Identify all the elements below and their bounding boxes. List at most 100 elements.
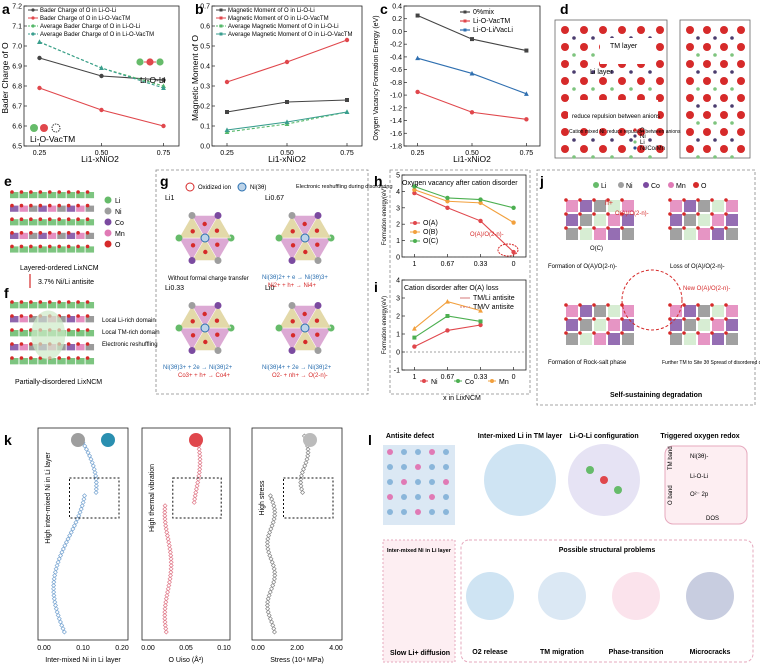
atom-dot [443,494,449,500]
data-point [268,556,274,562]
legend-label: Li [115,198,121,205]
polyhedron [670,200,682,212]
oxygen-atom [720,111,728,119]
y-tick-label: 7.1 [12,24,22,31]
panel-label-a: a [2,1,10,17]
data-point [511,220,516,225]
polyhedron [28,344,38,351]
oxygen-atom [686,111,694,119]
band-label: TM band [668,446,674,470]
panel-label-i: i [374,279,378,295]
legend-marker [219,24,223,28]
y-tick-label: -1.6 [390,131,402,138]
oxygen-atom [19,231,24,235]
y-tick-label: 6.6 [12,124,22,131]
atom-dot [415,464,421,470]
oxygen-atom [599,128,607,136]
legend-marker [693,182,699,188]
cation-atom [713,53,717,57]
oxygen-atom [66,300,71,304]
oxygen-atom [592,226,596,230]
oxygen-atom [618,77,626,85]
oxygen-atom [47,203,52,208]
oxygen-atom [686,43,694,51]
polyhedron [28,232,38,239]
y-tick-label: 1 [396,332,400,339]
oxygen-atom [696,317,700,321]
oxygen-atom [592,212,596,216]
polyhedron [594,228,606,240]
oxygen-atom [314,228,320,233]
legend-marker [456,379,460,383]
cation-mixed-note-2: reduce repulsion between anions [572,114,660,120]
polyhedron [684,333,696,345]
chart-frame [37,427,129,641]
panel-label-j: j [539,173,544,189]
oxygen-atom [703,77,711,85]
domain-note: Electronic reshuffling [102,342,158,348]
data-point [302,463,308,469]
polyhedron [622,214,634,226]
oxygen-atom [203,249,208,255]
polyhedron [76,316,85,323]
cation-atom [696,87,700,91]
oxygen-atom [29,190,33,194]
oxygen-icon [189,433,203,447]
series-line [39,87,164,127]
polyhedron [608,228,620,240]
polyhedron [594,333,606,345]
band-label: DOS [706,516,719,522]
cation-atom [610,87,614,91]
cation-atom [629,70,633,74]
problem-illustration [612,572,660,620]
oxygen-atom [85,190,90,194]
cation-atom [730,155,734,159]
data-point [59,549,65,555]
legend-label: Ni/Co/Mn [640,146,665,152]
polyhedron [670,228,682,240]
oxygen-atom [686,60,694,68]
polyhedron [10,205,19,212]
oxygen-atom [710,212,714,216]
data-point [303,460,309,466]
panel-label-g: g [160,173,169,189]
legend-marker [219,8,223,12]
oxygen-atom [10,300,14,304]
li-icon [71,433,85,447]
y-tick-label: 2 [396,222,400,229]
data-point [162,513,168,519]
layered-caption: Layered-ordered LixNCM [20,265,99,272]
series-line [417,91,527,120]
polyhedron [19,358,28,365]
oxygen-atom [710,331,714,335]
polyhedron [28,358,38,365]
data-point [161,77,166,83]
oxygen-atom [592,303,596,307]
section-header: Triggered oxygen redox [660,433,739,440]
hole-label: h+ [605,200,613,207]
cation-atom [629,155,633,159]
data-point [412,344,417,349]
x-axis-label: x in LixNCM [443,395,481,402]
polyhedron [684,200,696,212]
legend-marker [31,32,35,36]
vacancy-icon [51,123,61,133]
polyhedron [726,319,738,331]
oxygen-atom [19,300,24,304]
polyhedron [66,219,76,226]
data-point [77,509,83,515]
legend-marker [104,207,112,215]
data-point [267,553,273,559]
cation-atom [730,104,734,108]
cation-atom [175,234,183,242]
legend-marker [104,196,112,204]
caption: O2- + nh+ → O(2-n)- [272,373,328,379]
atom-dot [401,509,407,515]
band-label: O²⁻ 2p [690,492,709,498]
oxygen-atom [682,303,686,307]
y-tick-label: 0.2 [392,16,402,23]
polyhedron [698,228,710,240]
polyhedron [594,200,606,212]
polyhedron [19,232,28,239]
polyhedron [684,319,696,331]
